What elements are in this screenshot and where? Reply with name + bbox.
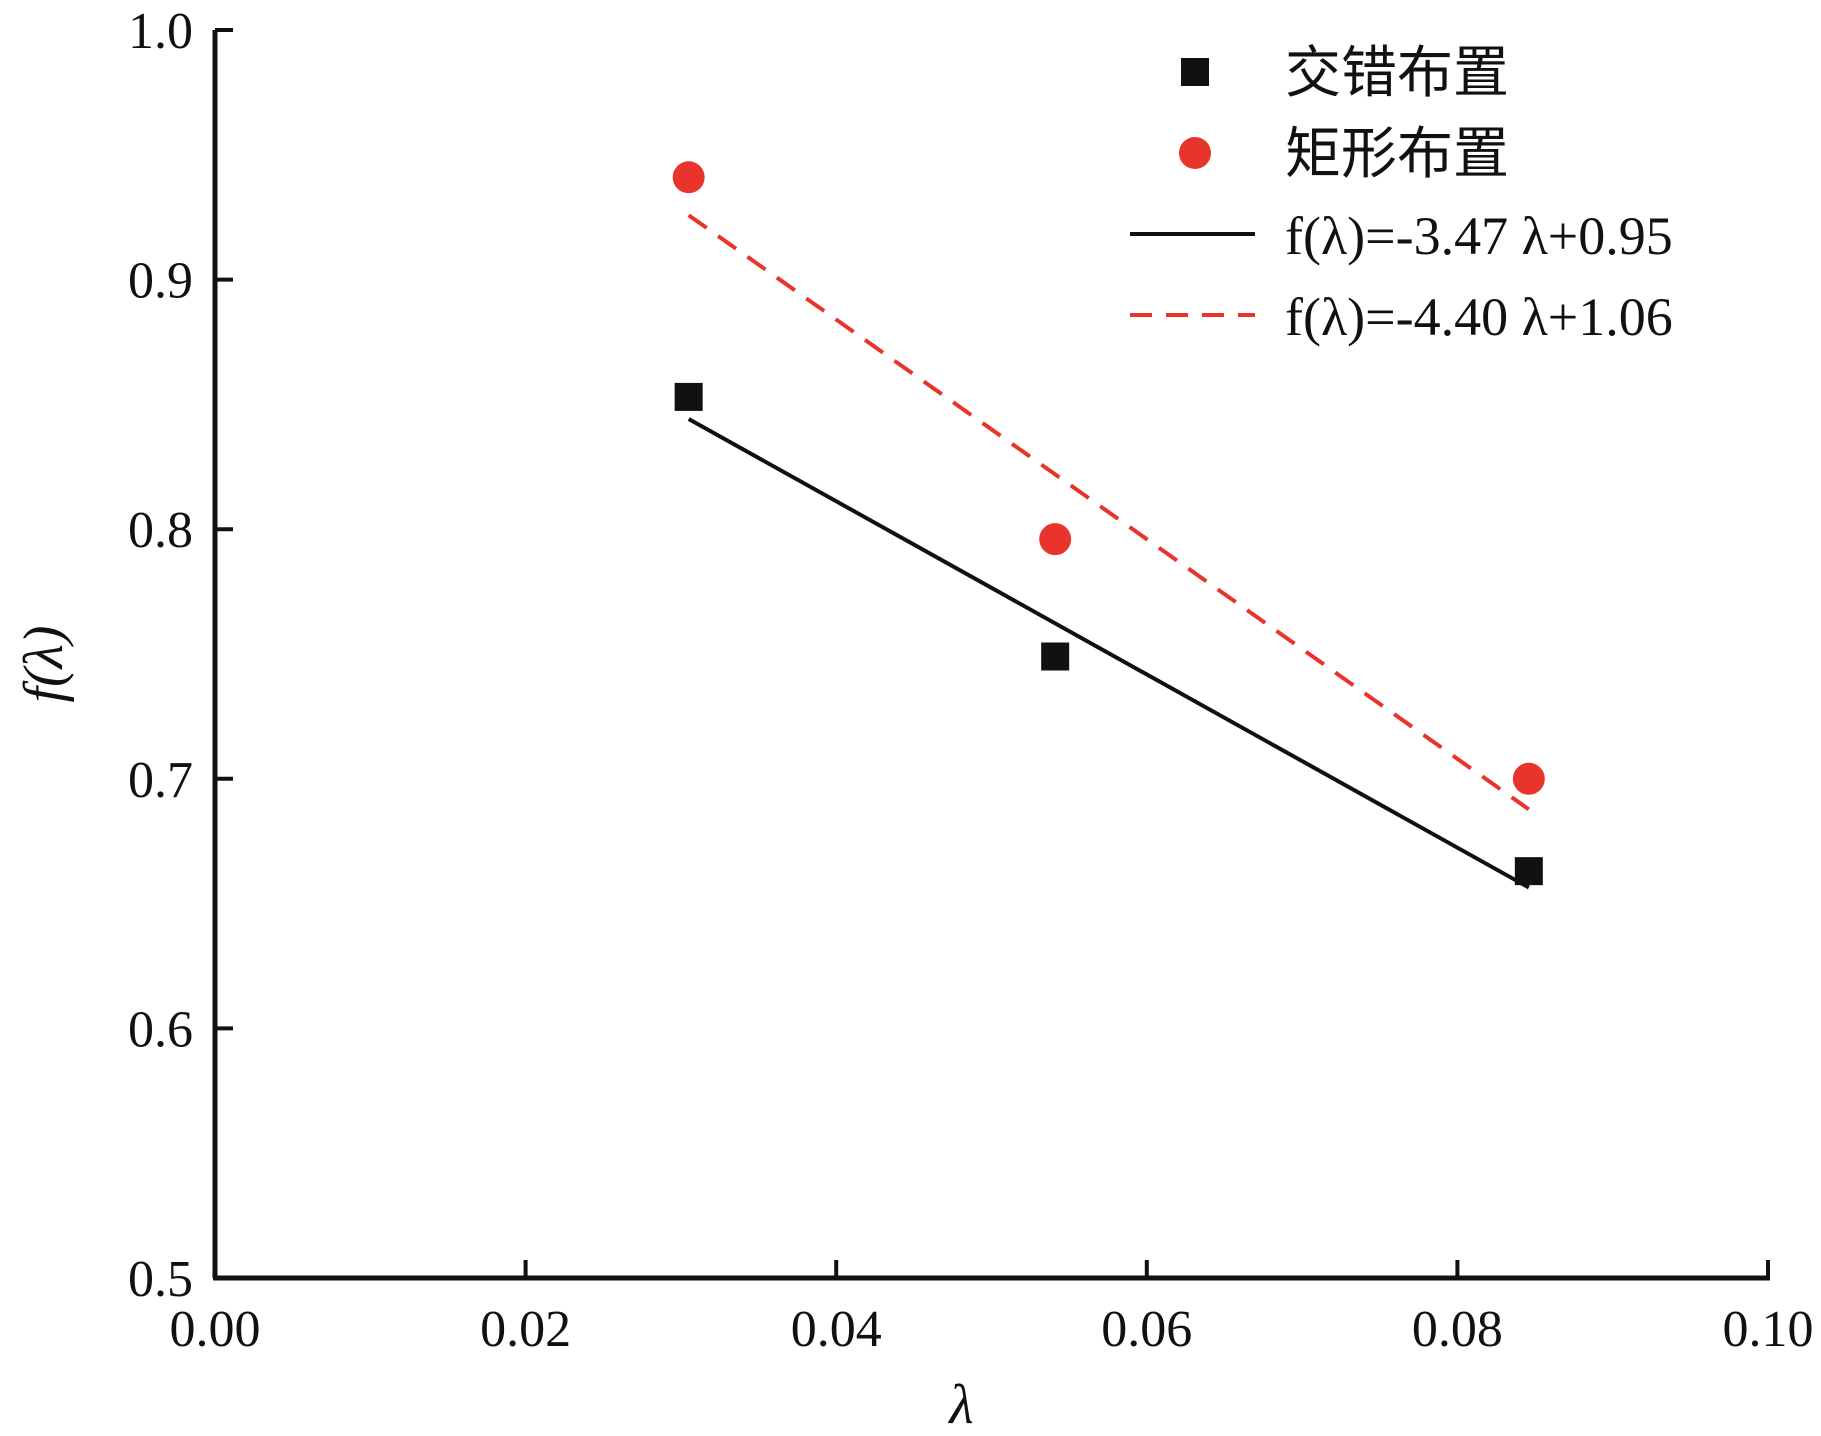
y-tick-label: 0.8	[128, 502, 193, 559]
fit-line-1	[687, 417, 1530, 890]
y-tick-label: 1.0	[128, 3, 193, 60]
x-tick-label: 0.02	[480, 1301, 571, 1358]
data-point-square	[1514, 857, 1543, 886]
data-point-square	[674, 382, 703, 411]
data-point-circle	[672, 161, 705, 194]
x-axis-title: λ	[947, 1374, 973, 1436]
x-tick-label: 0.10	[1723, 1301, 1814, 1358]
legend-circle-marker	[1179, 137, 1211, 169]
legend-label: 矩形布置	[1285, 122, 1509, 187]
y-tick-label: 0.9	[128, 253, 193, 310]
x-tick-label: 0.08	[1412, 1301, 1503, 1358]
data-point-circle	[1512, 762, 1545, 795]
legend-label: f(λ)=-4.40 λ+1.06	[1285, 287, 1673, 347]
x-tick-label: 0.06	[1101, 1301, 1192, 1358]
y-tick-label: 0.6	[128, 1001, 193, 1058]
y-tick-label: 0.7	[128, 752, 193, 809]
legend-square-marker	[1181, 58, 1209, 86]
legend-label: 交错布置	[1285, 41, 1509, 106]
legend-label: f(λ)=-3.47 λ+0.95	[1285, 206, 1673, 266]
x-tick-label: 0.04	[791, 1301, 882, 1358]
data-point-circle	[1039, 523, 1072, 556]
y-axis-title: f(λ)	[13, 625, 75, 702]
data-point-square	[1041, 642, 1070, 671]
y-tick-label: 0.5	[128, 1251, 193, 1308]
x-tick-label: 0.00	[170, 1301, 261, 1358]
fit-line-2	[687, 213, 1530, 811]
